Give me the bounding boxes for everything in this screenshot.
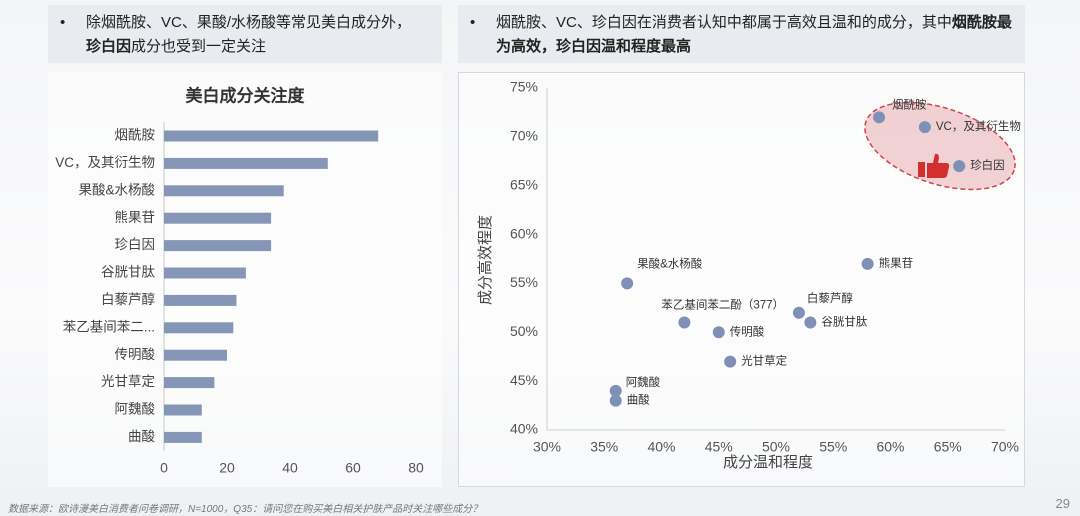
bar (164, 240, 272, 252)
point (724, 355, 737, 368)
point (712, 326, 725, 339)
y-tick-label: 45% (510, 372, 538, 388)
category-label: 传明酸 (115, 347, 156, 362)
point-label: 传明酸 (730, 324, 765, 338)
note-bold-text: 烟酰胺最为高效，珍白因温和程度最高 (496, 14, 1012, 55)
point-label: VC，及其衍生物 (936, 119, 1021, 133)
category-label: 苯乙基间苯二... (63, 318, 155, 334)
category-label: 烟酰胺 (115, 128, 156, 143)
x-tick-label: 80 (408, 460, 424, 476)
point-label: 曲酸 (627, 393, 650, 407)
y-tick-label: 60% (510, 225, 538, 241)
point (678, 316, 691, 329)
x-axis-title: 成分温和程度 (723, 454, 813, 471)
x-tick-label: 70% (991, 439, 1019, 455)
point-label: 烟酰胺 (892, 97, 927, 111)
bar (164, 377, 215, 389)
bar (164, 322, 234, 334)
y-tick-label: 70% (510, 128, 538, 144)
x-tick-label: 35% (590, 439, 618, 455)
note-text-part: 成分也受到一定关注 (131, 38, 267, 55)
category-label: 珍白因 (115, 237, 156, 252)
x-tick-label: 0 (160, 460, 168, 476)
point-label: 苯乙基间苯二酚（377） (661, 298, 784, 312)
note: 除烟酰胺、VC、果酸/水杨酸等常见美白成分外， 珍白因成分也受到一定关注 (48, 5, 442, 63)
x-tick-label: 55% (819, 439, 847, 455)
y-axis-title: 成分高效程度 (477, 215, 494, 305)
page-number: 29 (1055, 496, 1070, 511)
note-bold-text: 珍白因 (86, 38, 132, 55)
x-tick-label: 40 (282, 460, 298, 476)
x-tick-label: 40% (647, 439, 675, 455)
x-tick-label: 45% (705, 439, 733, 455)
y-tick-label: 75% (510, 79, 538, 95)
point (953, 160, 966, 173)
point-label: 白藜芦醇 (807, 291, 853, 305)
point (804, 316, 817, 329)
thumbs-up-icon (918, 153, 950, 178)
category-label: 熊果苷 (115, 210, 156, 225)
point-label: 熊果苷 (879, 256, 914, 270)
bar (164, 212, 272, 224)
point (609, 384, 622, 397)
category-label: 曲酸 (128, 429, 155, 444)
note: 烟酰胺、VC、珍白因在消费者认知中都属于高效且温和的成分，其中烟酰胺最为高效，珍… (458, 5, 1025, 63)
bar (164, 349, 227, 361)
x-tick-label: 60 (345, 460, 361, 476)
point (873, 111, 886, 124)
category-label: 果酸&水杨酸 (78, 182, 155, 197)
x-tick-label: 50% (762, 439, 790, 455)
note-text: 除烟酰胺、VC、果酸/水杨酸等常见美白成分外， 珍白因成分也受到一定关注 (86, 11, 426, 59)
bar (164, 130, 379, 142)
x-tick-label: 30% (533, 439, 561, 455)
x-tick-label: 20 (219, 460, 235, 476)
x-tick-label: 60% (876, 439, 904, 455)
note-text-part: 除烟酰胺、VC、果酸/水杨酸等常见美白成分外， (86, 14, 412, 31)
point (792, 306, 805, 319)
bar (164, 431, 202, 443)
bar (164, 267, 246, 279)
point-label: 果酸&水杨酸 (637, 256, 703, 270)
category-label: 白藜芦醇 (101, 291, 155, 307)
point-label: 珍白因 (970, 158, 1005, 172)
panel (458, 72, 1025, 487)
note-text-part: 烟酰胺、VC、珍白因在消费者认知中都属于高效且温和的成分，其中 (496, 14, 952, 31)
chart-title: 美白成分关注度 (186, 85, 306, 105)
source-note: 数据来源：欧诗漫美白消费者问卷调研，N=1000，Q35：请问您在购买美白相关护… (8, 504, 483, 515)
bar (164, 157, 328, 169)
highlight (864, 101, 1016, 191)
point (861, 257, 874, 270)
category-label: VC，及其衍生物 (55, 155, 155, 170)
bar (164, 294, 237, 306)
y-tick-label: 55% (510, 274, 538, 290)
note-text: 烟酰胺、VC、珍白因在消费者认知中都属于高效且温和的成分，其中烟酰胺最为高效，珍… (496, 11, 1024, 59)
bar (164, 185, 284, 197)
x-tick-label: 65% (934, 439, 962, 455)
y-tick-label: 40% (510, 421, 538, 437)
y-tick-label: 50% (510, 323, 538, 339)
y-tick-label: 65% (510, 176, 538, 192)
point-label: 谷胱甘肽 (821, 315, 867, 329)
bar (164, 404, 202, 416)
category-label: 光甘草定 (101, 374, 155, 389)
point (621, 277, 634, 290)
category-label: 阿魏酸 (115, 402, 156, 417)
point (609, 394, 622, 407)
category-label: 谷胱甘肽 (101, 265, 155, 280)
point-label: 光甘草定 (741, 354, 787, 368)
point (918, 121, 931, 134)
point-label: 阿魏酸 (626, 375, 661, 389)
